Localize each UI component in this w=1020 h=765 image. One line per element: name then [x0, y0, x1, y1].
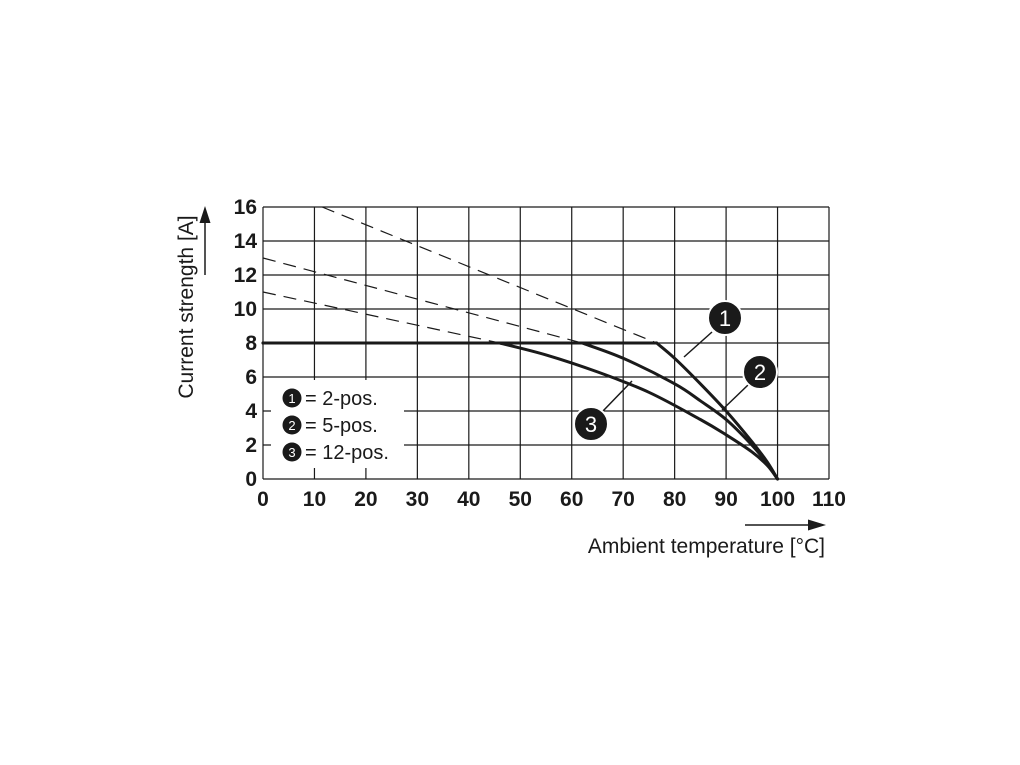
x-tick-label-2: 20: [354, 488, 377, 511]
legend-marker-1-icon: [282, 388, 302, 408]
y-tick-label-7: 14: [234, 230, 258, 253]
y-tick-label-0: 0: [245, 468, 257, 491]
y-tick-label-1: 2: [245, 434, 257, 457]
legend-item-3: 3 = 12-pos.: [282, 442, 389, 464]
legend-item-1: 1 = 2-pos.: [282, 388, 378, 410]
callout-2-leader: [721, 384, 749, 411]
legend-marker-2-icon: [282, 415, 302, 435]
extrapolation-line-1: [321, 206, 657, 344]
x-tick-label-10: 100: [760, 488, 795, 511]
legend-marker-3-icon: [282, 442, 302, 462]
legend: 1 = 2-pos. 2 = 5-pos. 3 = 12-pos.: [271, 380, 404, 468]
callout-1: 1: [683, 300, 743, 358]
callout-2-badge-icon: [742, 354, 778, 390]
callout-3-badge-icon: [573, 406, 609, 442]
x-tick-label-8: 80: [663, 488, 686, 511]
x-tick-label-5: 50: [509, 488, 532, 511]
legend-label-3: = 12-pos.: [305, 442, 389, 464]
extrapolation-lines: [262, 206, 657, 344]
callout-3-leader: [602, 380, 633, 412]
x-tick-label-7: 70: [612, 488, 635, 511]
derating-curves: [261, 341, 780, 481]
callout-3: 3: [573, 380, 633, 442]
x-tick-label-11: 110: [812, 488, 846, 511]
x-tick-label-1: 10: [303, 488, 326, 511]
x-axis-title: Ambient temperature [°C]: [588, 535, 825, 558]
legend-label-1: = 2-pos.: [305, 388, 378, 410]
y-tick-label-6: 12: [234, 264, 257, 287]
x-tick-label-0: 0: [257, 488, 269, 511]
x-tick-label-9: 90: [714, 488, 737, 511]
x-tick-label-3: 30: [406, 488, 429, 511]
legend-label-2: = 5-pos.: [305, 415, 378, 437]
callout-3-label: 3: [585, 412, 597, 437]
y-axis-arrow-icon: [199, 206, 211, 275]
y-tick-label-3: 6: [245, 366, 257, 389]
x-tick-label-6: 60: [560, 488, 583, 511]
y-tick-label-2: 4: [245, 400, 257, 423]
legend-marker-3-label: 3: [288, 445, 295, 460]
y-axis-title: Current strength [A]: [175, 215, 198, 398]
y-tick-label-5: 10: [234, 298, 257, 321]
extrapolation-line-2: [262, 257, 583, 344]
y-tick-label-4: 8: [245, 332, 257, 355]
y-tick-label-8: 16: [234, 196, 257, 219]
series-3-curve: [498, 341, 780, 481]
callout-1-leader: [683, 331, 713, 358]
legend-marker-1-label: 1: [288, 391, 295, 406]
x-tick-label-4: 40: [457, 488, 480, 511]
callout-1-label: 1: [719, 306, 731, 331]
legend-marker-2-label: 2: [288, 418, 295, 433]
callout-2: 2: [721, 354, 778, 411]
x-axis-arrow-icon: [745, 519, 826, 531]
callout-2-label: 2: [754, 360, 766, 385]
extrapolation-line-3: [262, 291, 500, 344]
legend-item-2: 2 = 5-pos.: [282, 415, 378, 437]
callout-1-badge-icon: [707, 300, 743, 336]
